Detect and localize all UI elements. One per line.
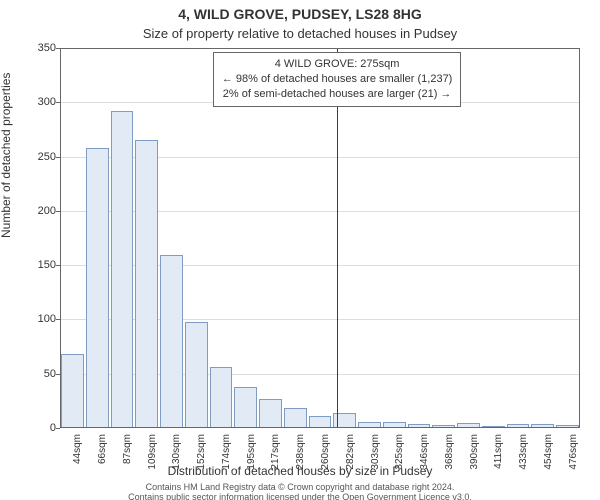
title-sub: Size of property relative to detached ho…: [0, 26, 600, 41]
annotation-line-1: 4 WILD GROVE: 275sqm: [222, 57, 453, 72]
y-tick-label: 100: [6, 313, 56, 325]
y-tick-label: 50: [6, 368, 56, 380]
x-axis-label: Distribution of detached houses by size …: [0, 464, 600, 478]
footer-credits: Contains HM Land Registry data © Crown c…: [0, 482, 600, 500]
footer-line-1: Contains HM Land Registry data © Crown c…: [146, 482, 455, 492]
y-tick-label: 350: [6, 42, 56, 54]
annotation-line-3: 2% of semi-detached houses are larger (2…: [222, 87, 453, 102]
plot-area: 4 WILD GROVE: 275sqm ← 98% of detached h…: [60, 48, 580, 428]
y-tick-label: 0: [6, 422, 56, 434]
y-tick-label: 250: [6, 151, 56, 163]
y-tick-label: 150: [6, 259, 56, 271]
title-main: 4, WILD GROVE, PUDSEY, LS28 8HG: [0, 6, 600, 22]
annotation-box: 4 WILD GROVE: 275sqm ← 98% of detached h…: [213, 52, 462, 107]
annotation-line-2: ← 98% of detached houses are smaller (1,…: [222, 72, 453, 87]
chart-container: 4, WILD GROVE, PUDSEY, LS28 8HG Size of …: [0, 0, 600, 500]
footer-line-2: Contains public sector information licen…: [128, 492, 472, 500]
y-tick-label: 200: [6, 205, 56, 217]
y-tick-label: 300: [6, 96, 56, 108]
